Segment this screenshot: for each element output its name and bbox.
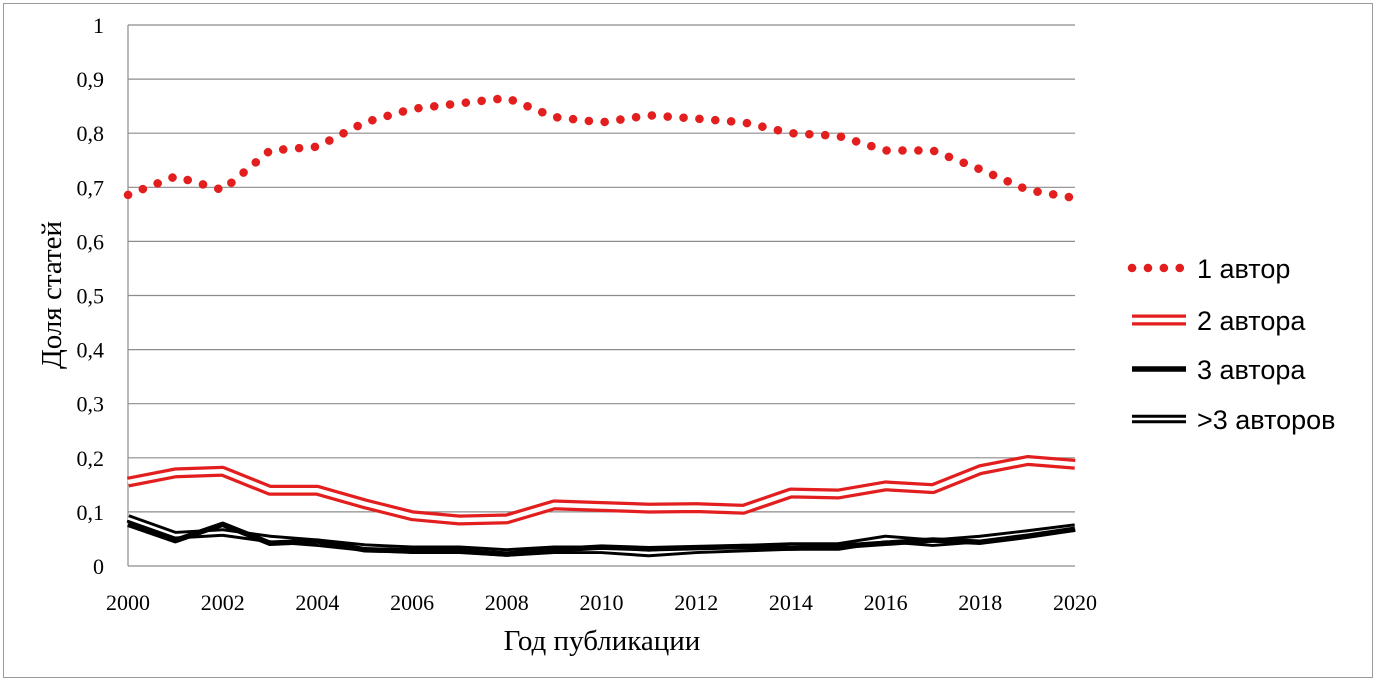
grid bbox=[128, 24, 1075, 513]
x-tick-label: 2008 bbox=[485, 590, 529, 615]
legend-item-4: >3 авторов bbox=[1132, 405, 1336, 435]
x-tick-label: 2014 bbox=[769, 590, 813, 615]
legend-label: >3 авторов bbox=[1197, 405, 1336, 435]
legend-label: 2 автора bbox=[1197, 306, 1306, 336]
y-tick-label: 0,3 bbox=[77, 392, 105, 417]
legend-item-3: 3 автора bbox=[1132, 355, 1306, 385]
series-3 bbox=[127, 521, 1076, 557]
y-tick-label: 0,2 bbox=[77, 446, 105, 471]
x-tick-label: 2016 bbox=[864, 590, 908, 615]
series-line-1 bbox=[123, 93, 1080, 203]
axes bbox=[127, 25, 1075, 567]
chart-frame bbox=[3, 3, 1373, 678]
y-tick-label: 0,6 bbox=[77, 229, 105, 254]
y-tick-label: 0,8 bbox=[77, 121, 105, 146]
y-tick-label: 0,5 bbox=[77, 284, 105, 309]
series-2 bbox=[126, 455, 1076, 526]
y-tick-label: 1 bbox=[93, 13, 104, 38]
y-tick-label: 0,1 bbox=[77, 500, 105, 525]
series-line-3 bbox=[127, 521, 1076, 557]
x-tick-label: 2002 bbox=[201, 590, 245, 615]
y-tick-label: 0,9 bbox=[77, 67, 105, 92]
legend-item-1: 1 автор bbox=[1127, 254, 1290, 284]
y-tick-labels: 0 0,1 0,2 0,3 0,4 0,5 0,6 0,7 0,8 0,9 1 bbox=[77, 13, 105, 579]
y-tick-label: 0,4 bbox=[77, 338, 105, 363]
series-line-2-inner bbox=[127, 458, 1076, 523]
x-tick-label: 2000 bbox=[106, 590, 150, 615]
x-tick-label: 2020 bbox=[1053, 590, 1097, 615]
y-tick-label: 0,7 bbox=[77, 175, 105, 200]
y-axis-title: Доля статей bbox=[36, 221, 68, 369]
x-tick-label: 2006 bbox=[390, 590, 434, 615]
series bbox=[123, 93, 1080, 558]
x-tick-label: 2010 bbox=[580, 590, 624, 615]
x-tick-label: 2018 bbox=[958, 590, 1002, 615]
x-tick-labels: 2000 2002 2004 2006 2008 2010 2012 2014 2016 2018… bbox=[106, 590, 1097, 615]
y-tick-label: 0 bbox=[93, 554, 104, 579]
legend: 1 автор 2 автора 3 автора >3 авторов bbox=[1127, 254, 1336, 435]
series-1 bbox=[123, 93, 1080, 203]
legend-label: 3 автора bbox=[1197, 355, 1306, 385]
x-tick-label: 2004 bbox=[295, 590, 339, 615]
legend-item-2: 2 автора bbox=[1132, 306, 1306, 336]
x-axis-title: Год публикации bbox=[504, 625, 701, 657]
legend-label: 1 автор bbox=[1197, 254, 1290, 284]
x-tick-label: 2012 bbox=[674, 590, 718, 615]
